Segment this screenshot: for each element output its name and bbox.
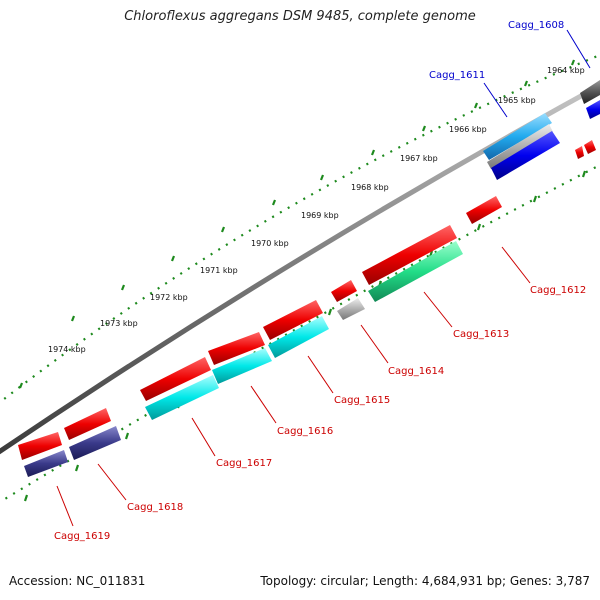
tick-label: 1965 kbp [498,96,536,105]
gene-feature-cagg-1611[interactable] [483,113,552,160]
gene-feature[interactable] [575,146,584,159]
leader-line [423,291,453,328]
accession-text: Accession: NC_011831 [9,574,146,588]
tick-label: 1969 kbp [301,211,339,220]
gene-label-cagg-1615[interactable]: Cagg_1615 [334,395,390,406]
outer-tick-ring [0,53,600,404]
gene-feature[interactable] [212,348,272,384]
gene-feature[interactable] [145,375,219,420]
gene-feature[interactable] [487,124,553,169]
genome-summary-text: Topology: circular; Length: 4,684,931 bp… [260,574,590,588]
gene-feature-cagg-1615[interactable] [263,300,323,340]
gene-features [18,80,600,477]
leader-line [56,485,74,527]
leader-line [483,82,508,118]
gene-label-cagg-1617[interactable]: Cagg_1617 [216,458,272,469]
gene-feature[interactable] [580,80,600,104]
tick-label: 1966 kbp [449,125,487,134]
tick-label: 1968 kbp [351,183,389,192]
gene-feature[interactable] [268,316,329,358]
leader-lines [56,29,591,527]
leader-line [501,246,531,284]
gene-label-cagg-1614[interactable]: Cagg_1614 [388,366,444,377]
leader-line [250,385,277,424]
gene-feature-cagg-1613[interactable] [362,225,457,285]
gene-feature[interactable] [337,298,365,320]
gene-label-cagg-1616[interactable]: Cagg_1616 [277,426,333,437]
leader-line [360,324,389,364]
gene-feature-cagg-1619[interactable] [18,432,62,460]
tick-label: 1970 kbp [251,239,289,248]
gene-feature-cagg-1616[interactable] [208,332,265,365]
gene-label-cagg-1618[interactable]: Cagg_1618 [127,502,183,513]
gene-feature[interactable] [586,100,600,119]
tick-label: 1974 kbp [48,345,86,354]
gene-feature[interactable] [69,426,121,460]
gene-feature-cagg-1618[interactable] [64,408,111,440]
tick-label: 1972 kbp [150,293,188,302]
tick-labels: 1964 kbp 1965 kbp 1966 kbp 1967 kbp 1968… [48,66,585,354]
gene-label-cagg-1613[interactable]: Cagg_1613 [453,329,509,340]
gene-label-cagg-1608[interactable]: Cagg_1608 [508,20,564,31]
leader-line [566,29,591,69]
tick-label: 1973 kbp [100,319,138,328]
leader-line [307,355,334,394]
gene-feature-cagg-1617[interactable] [140,357,211,401]
leader-line [97,463,127,501]
inner-tick-ring [0,164,600,504]
genome-title: Chloroflexus aggregans DSM 9485, complet… [124,9,476,24]
gene-feature[interactable] [491,131,560,180]
gene-label-cagg-1619[interactable]: Cagg_1619 [54,531,110,542]
gene-label-cagg-1611[interactable]: Cagg_1611 [429,70,485,81]
gene-labels: Cagg_1608 Cagg_1611 Cagg_1612 Cagg_1613 … [54,20,586,542]
gene-feature-cagg-1614[interactable] [331,280,357,302]
tick-label: 1971 kbp [200,266,238,275]
gene-feature-cagg-1612[interactable] [466,196,502,224]
gene-feature[interactable] [584,140,596,154]
tick-label: 1964 kbp [547,66,585,75]
tick-label: 1967 kbp [400,154,438,163]
gene-label-cagg-1612[interactable]: Cagg_1612 [530,285,586,296]
gene-feature[interactable] [368,241,463,302]
leader-line [191,417,216,457]
gene-feature[interactable] [24,450,68,477]
outer-major-ticks [18,59,576,389]
